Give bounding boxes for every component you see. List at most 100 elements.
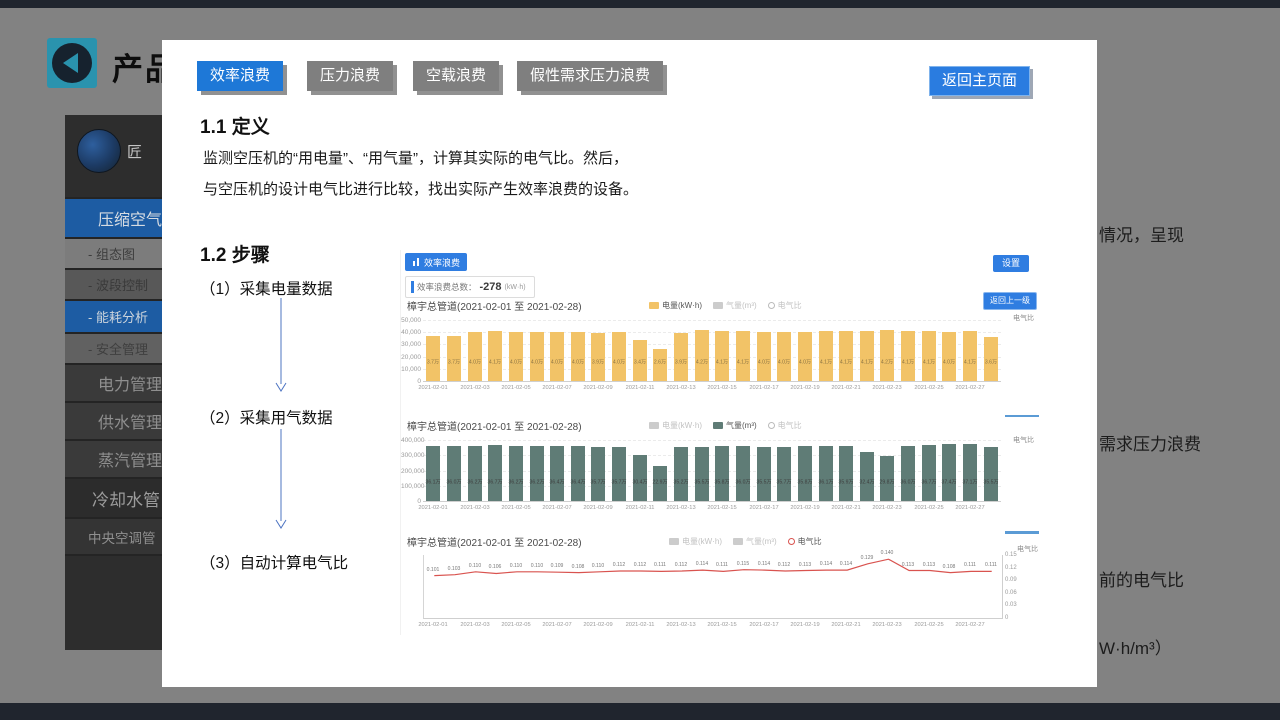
bar: 35.7万: [777, 446, 792, 501]
legend-item[interactable]: 电量(kW·h): [649, 420, 702, 431]
sidebar-item[interactable]: 压缩空气: [65, 199, 162, 239]
bar: 36.2万: [529, 445, 544, 501]
x-tick-label: 2021-02-17: [748, 504, 779, 511]
chart-title: 樟宇总管道(2021-02-01 至 2021-02-28): [407, 422, 582, 433]
bar-value-label: 36.4万: [570, 480, 586, 486]
bar: 29.8万: [879, 455, 895, 501]
legend-item[interactable]: 电气比: [767, 300, 802, 311]
square-swatch: [713, 422, 723, 429]
x-tick-label: 2021-02-09: [583, 384, 614, 391]
bar-value-label: 3.9万: [592, 360, 605, 366]
legend-item[interactable]: 电量(kW·h): [669, 536, 722, 547]
bar-value-label: 36.2万: [467, 480, 483, 486]
point-value-label: 0.109: [550, 563, 564, 569]
bar-value-label: 3.9万: [674, 360, 688, 366]
bar-value-label: 4.0万: [571, 360, 584, 366]
content-panel: 效率浪费 压力浪费 空载浪费 假性需求压力浪费 返回主页面 1.1 定义 监测空压机的…: [162, 40, 1097, 687]
x-tick-label: 2021-02-27: [955, 384, 985, 391]
legend-item[interactable]: 电气比: [787, 536, 822, 547]
legend-item[interactable]: 气量(m³): [713, 420, 757, 431]
bar: 35.7万: [591, 446, 606, 501]
sidebar-item[interactable]: - 安全管理: [65, 334, 162, 365]
sidebar-item[interactable]: - 波段控制: [65, 270, 162, 301]
x-tick-label: 2021-02-25: [914, 621, 944, 628]
x-tick-label: 2021-02-25: [914, 504, 944, 511]
back-level-button[interactable]: 返回上一级: [983, 292, 1037, 310]
sidebar-item[interactable]: 供水管理: [65, 403, 162, 441]
circle-swatch: [787, 538, 795, 545]
sidebar-item[interactable]: 冷却水管: [65, 479, 162, 519]
tab-2[interactable]: 压力浪费: [307, 61, 394, 91]
right-tick-label: 0.03: [1005, 602, 1017, 609]
point-value-label: 0.113: [922, 561, 935, 568]
x-tick-label: 2021-02-01: [418, 384, 448, 391]
square-swatch: [669, 538, 679, 545]
x-tick-label: 2021-02-03: [459, 504, 490, 511]
bar: 4.0万: [942, 332, 957, 381]
point-value-label: 0.113: [901, 561, 915, 568]
point-value-label: 0.110: [530, 563, 543, 569]
bar-value-label: 4.1万: [840, 360, 853, 366]
bar-value-label: 36.0万: [900, 480, 916, 486]
x-tick-label: 2021-02-21: [831, 621, 861, 628]
bar: 2.6万: [653, 349, 668, 381]
tab-1[interactable]: 效率浪费: [197, 61, 284, 91]
bar-value-label: 4.0万: [509, 360, 522, 366]
bar: 3.9万: [674, 333, 689, 381]
bar-value-label: 29.8万: [879, 480, 895, 486]
x-tick-label: 2021-02-13: [666, 621, 696, 628]
x-tick-label: 2021-02-07: [542, 621, 572, 628]
x-tick-label: 2021-02-01: [418, 504, 448, 511]
bar-value-label: 3.4万: [633, 360, 646, 366]
x-tick-label: 2021-02-27: [955, 504, 985, 511]
bar-value-label: 37.4万: [941, 480, 957, 486]
return-home-button[interactable]: 返回主页面: [929, 66, 1031, 96]
bar-value-label: 35.9万: [838, 480, 854, 486]
blue-divider: [1005, 531, 1039, 534]
badge-label: 效率浪费: [424, 257, 461, 268]
legend-item[interactable]: 电气比: [767, 420, 802, 431]
bar: 35.9万: [838, 446, 854, 501]
efficiency-waste-badge[interactable]: 效率浪费: [405, 253, 468, 271]
chart-title: 樟宇总管道(2021-02-01 至 2021-02-28): [407, 302, 582, 313]
bar-value-label: 4.1万: [963, 360, 977, 366]
legend-label: 电气比: [777, 421, 802, 430]
slide-logo-icon: [47, 38, 97, 88]
settings-button[interactable]: 设置: [993, 255, 1030, 272]
bar: 36.0万: [735, 446, 750, 501]
sidebar-item[interactable]: - 组态图: [65, 239, 162, 270]
bar-value-label: 36.1万: [425, 480, 441, 486]
sidebar-item[interactable]: 蒸汽管理: [65, 441, 162, 479]
bar: 36.4万: [570, 445, 586, 501]
bar-value-label: 32.4万: [859, 480, 875, 486]
tab-4[interactable]: 假性需求压力浪费: [517, 61, 664, 91]
bar: 4.1万: [488, 330, 503, 381]
y-tick-label: 300,000: [401, 452, 425, 460]
legend-item[interactable]: 电量(kW·h): [649, 300, 702, 311]
sidebar-item[interactable]: - 能耗分析: [65, 301, 162, 334]
right-axis-label: 电气比: [1017, 546, 1038, 553]
legend-item[interactable]: 气量(m³): [713, 300, 757, 311]
bar: 4.1万: [818, 330, 833, 381]
bar-value-label: 4.2万: [881, 360, 894, 366]
chart-legend: 电量(kW·h) 气量(m³) 电气比: [649, 420, 802, 431]
x-tick-label: 2021-02-01: [418, 621, 448, 628]
sidebar-item[interactable]: 中央空调管: [65, 519, 162, 556]
bar-value-label: 36.0万: [446, 480, 462, 486]
background-text-fragment: W·h/m³）: [1099, 639, 1172, 658]
bar: 3.4万: [632, 339, 647, 381]
line-plot: [423, 555, 1003, 619]
bar-value-label: 22.9万: [652, 480, 668, 486]
point-value-label: 0.114: [839, 561, 853, 567]
bar-value-label: 35.8万: [714, 480, 730, 486]
x-tick-label: 2021-02-05: [501, 384, 531, 391]
bar: 30.4万: [632, 454, 647, 501]
accent-bar: [411, 281, 414, 293]
tab-3[interactable]: 空载浪费: [413, 61, 500, 91]
x-tick-label: 2021-02-19: [790, 384, 820, 391]
bar-plot: 36.1万 36.0万 36.2万 36.7万 36.2万 36.2万 36.4万 36.4万…: [423, 440, 1001, 502]
sidebar-item[interactable]: 电力管理: [65, 365, 162, 403]
legend-item[interactable]: 气量(m³): [733, 536, 777, 547]
app-logo-text: 匠: [127, 144, 143, 161]
